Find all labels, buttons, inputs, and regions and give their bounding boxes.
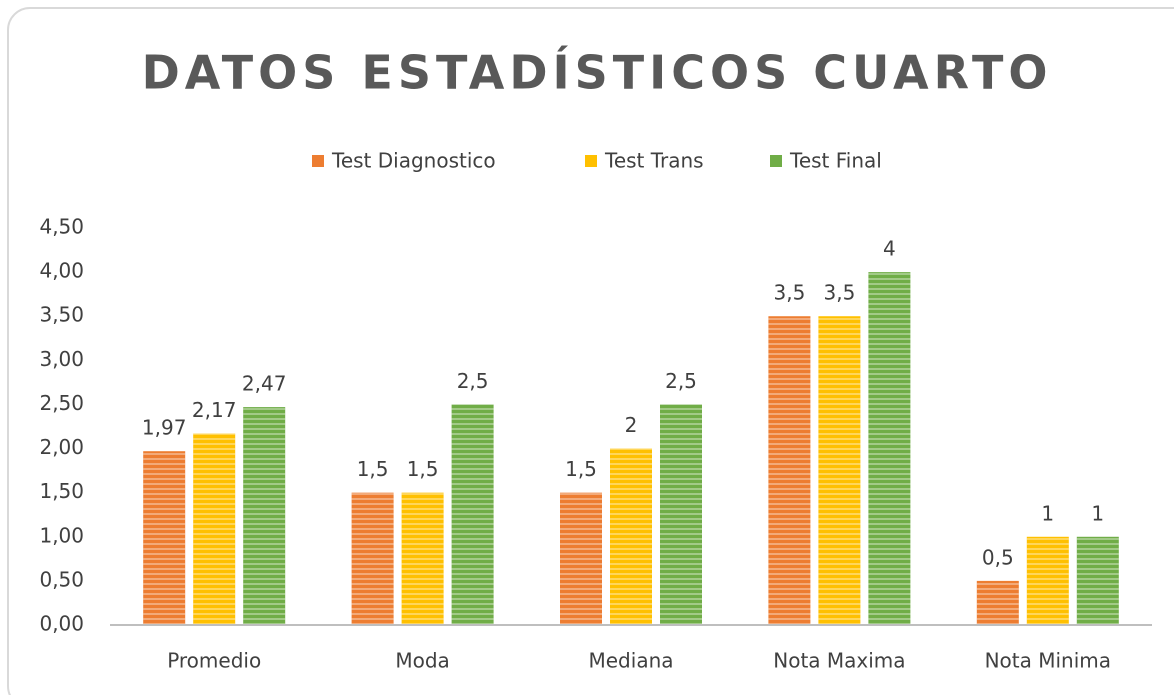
data-label: 3,5 (773, 281, 805, 305)
data-label: 2,47 (242, 372, 287, 396)
bar-texture (1076, 536, 1119, 625)
data-label: 1,97 (142, 416, 187, 440)
bar-texture (660, 404, 702, 625)
chart-title: DATOS ESTADÍSTICOS CUARTO (142, 46, 1053, 100)
data-label: 4 (883, 237, 896, 261)
y-tick-label: 0,50 (39, 567, 84, 591)
bar-texture (451, 404, 494, 625)
bar-texture (351, 492, 394, 625)
legend-swatch (312, 155, 324, 167)
data-label: 2,17 (192, 398, 237, 422)
data-label: 2 (625, 413, 638, 437)
x-tick-label: Moda (395, 649, 449, 673)
bar-texture (193, 433, 236, 625)
x-tick-label: Promedio (167, 649, 261, 673)
bar-texture (768, 316, 811, 625)
data-label: 1 (1041, 501, 1054, 525)
bar-texture (1026, 536, 1069, 625)
data-label: 0,5 (982, 545, 1014, 569)
y-tick-label: 1,50 (39, 479, 84, 503)
data-label: 1,5 (407, 457, 439, 481)
legend-label: Test Final (789, 149, 882, 173)
legend-label: Test Diagnostico (331, 149, 496, 173)
x-tick-label: Nota Maxima (773, 649, 905, 673)
x-tick-label: Mediana (589, 649, 674, 673)
bar-texture (610, 448, 652, 625)
y-tick-label: 0,00 (39, 612, 84, 636)
x-tick-label: Nota Minima (985, 649, 1111, 673)
legend-label: Test Trans (604, 149, 704, 173)
y-tick-label: 2,00 (39, 435, 84, 459)
data-label: 3,5 (823, 281, 855, 305)
bar-texture (243, 407, 286, 625)
data-label: 1,5 (357, 457, 389, 481)
legend-swatch (770, 155, 782, 167)
data-label: 1,5 (565, 457, 597, 481)
data-label: 2,5 (457, 369, 489, 393)
y-tick-label: 4,00 (39, 259, 84, 283)
y-tick-label: 4,50 (39, 215, 84, 239)
bar-texture (818, 316, 861, 625)
y-tick-label: 1,00 (39, 523, 84, 547)
legend-swatch (585, 155, 597, 167)
data-label: 1 (1091, 501, 1104, 525)
bar-texture (143, 451, 186, 625)
bar-texture (401, 492, 444, 625)
data-label: 2,5 (665, 369, 697, 393)
y-tick-label: 3,00 (39, 347, 84, 371)
y-tick-label: 3,50 (39, 303, 84, 327)
bar-texture (976, 580, 1019, 625)
bar-texture (868, 272, 911, 625)
bar-texture (560, 492, 602, 625)
y-tick-label: 2,50 (39, 391, 84, 415)
